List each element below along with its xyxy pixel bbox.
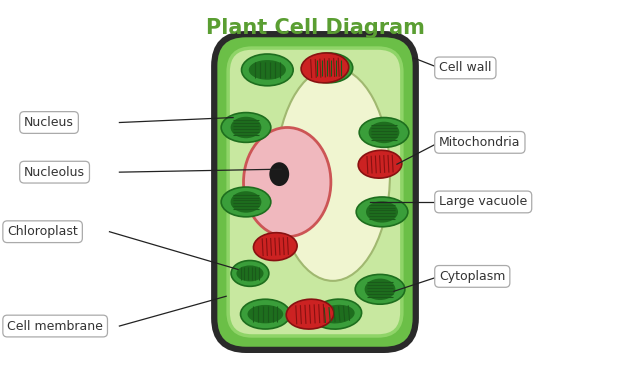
Text: Cell wall: Cell wall [439,62,491,74]
Text: Nucleolus: Nucleolus [24,166,85,179]
Ellipse shape [244,127,331,237]
FancyBboxPatch shape [214,34,416,350]
Ellipse shape [319,305,355,324]
Text: Plant Cell Diagram: Plant Cell Diagram [205,18,425,38]
Ellipse shape [359,118,409,147]
Ellipse shape [366,201,398,223]
Ellipse shape [249,60,286,80]
Ellipse shape [369,122,399,143]
Text: Nucleus: Nucleus [24,116,74,129]
Ellipse shape [356,197,408,227]
Text: Cell membrane: Cell membrane [7,320,103,332]
Ellipse shape [221,187,271,217]
Ellipse shape [286,299,334,329]
Ellipse shape [241,54,293,86]
Text: Large vacuole: Large vacuole [439,195,527,209]
Ellipse shape [221,113,271,142]
Ellipse shape [276,67,390,281]
Ellipse shape [312,299,362,329]
Ellipse shape [355,274,405,304]
Ellipse shape [231,191,261,213]
Ellipse shape [236,265,263,281]
Ellipse shape [241,299,290,329]
Ellipse shape [248,305,284,324]
Ellipse shape [301,53,349,83]
Ellipse shape [231,260,269,286]
FancyBboxPatch shape [228,48,402,336]
Ellipse shape [270,162,289,186]
Ellipse shape [358,150,402,178]
Text: Cytoplasm: Cytoplasm [439,270,505,283]
Ellipse shape [365,279,396,300]
Ellipse shape [231,117,261,138]
Ellipse shape [253,233,297,260]
FancyBboxPatch shape [222,42,408,342]
Ellipse shape [312,59,346,77]
Text: Mitochondria: Mitochondria [439,136,520,149]
Text: Chloroplast: Chloroplast [7,225,78,238]
Ellipse shape [305,53,353,83]
